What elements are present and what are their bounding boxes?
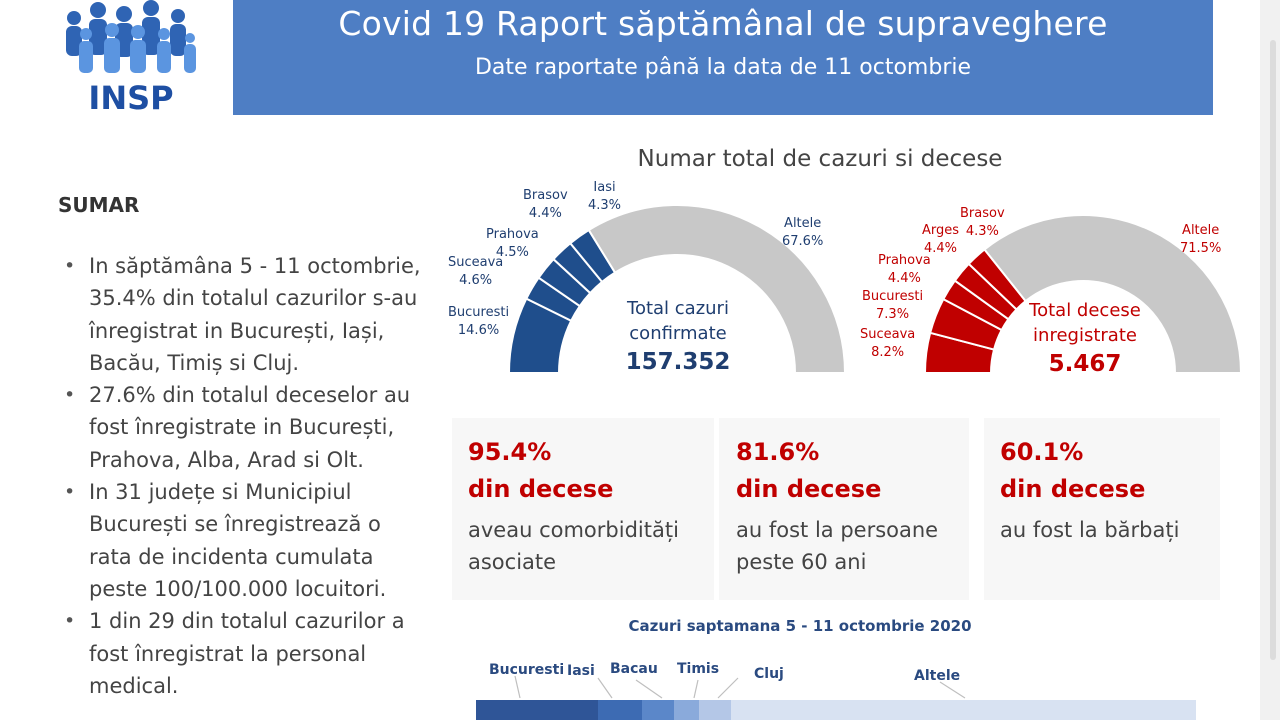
slice-label-suceava: Suceava 4.6% (448, 255, 504, 288)
total-deaths: Total decese inregistrate 5.467 (1020, 298, 1150, 377)
cases-gauge-chart: Bucuresti 14.6% Suceava 4.6% Prahova 4.5% B… (440, 170, 860, 385)
cases-gauge-svg (507, 204, 847, 374)
logo-text: INSP (88, 79, 173, 112)
total-cases-value: 157.352 (625, 349, 731, 375)
sumar-bullet: In săptămâna 5 - 11 octombrie, 35.4% din… (62, 250, 422, 379)
weekly-bar-labels: Bucuresti Iasi Bacau Timis Cluj Altele (440, 650, 1220, 720)
bar-segment-cluj (699, 700, 731, 720)
total-cases-label: Total cazuri confirmate (627, 298, 729, 344)
slice-label-altele: Altele 71.5% (1180, 223, 1222, 256)
stat-over-60: 81.6% din decese au fost la persoane pest… (719, 418, 969, 600)
bar-segment-iasi (598, 700, 642, 720)
bar-segment-bucuresti (476, 700, 599, 720)
bar-label-altele: Altele (914, 668, 961, 684)
scrollbar-thumb[interactable] (1270, 40, 1276, 660)
deaths-gauge-svg (923, 214, 1243, 374)
report-title: Covid 19 Raport săptămânal de supraveghe… (338, 4, 1108, 43)
weekly-chart-title: Cazuri saptamana 5 - 11 octombrie 2020 (628, 617, 972, 635)
slice-label-bucuresti: Bucuresti 7.3% (862, 289, 924, 322)
weekly-stacked-bar (476, 700, 1196, 720)
stat-percent: 95.4% din decese (468, 438, 614, 503)
slice-label-prahova: Prahova 4.5% (486, 227, 539, 260)
sumar-bullet: 1 din 29 din totalul cazurilor a fost în… (62, 605, 422, 702)
header-banner: Covid 19 Raport săptămânal de supraveghe… (233, 0, 1213, 115)
bar-label-timis: Timis (677, 661, 720, 677)
gauge-slice-altele (983, 214, 1243, 374)
bar-label-bacau: Bacau (610, 661, 658, 677)
bar-label-iasi: Iasi (567, 663, 595, 679)
bar-segment-bacau (641, 700, 674, 720)
slice-label-brasov: Brasov 4.4% (523, 188, 568, 221)
sumar-heading: SUMAR (58, 193, 140, 217)
insp-logo: INSP (56, 0, 206, 117)
sumar-list: In săptămâna 5 - 11 octombrie, 35.4% din… (62, 250, 422, 702)
slice-label-iasi: Iasi 4.3% (588, 180, 622, 213)
bar-segment-timis (674, 700, 700, 720)
vertical-scrollbar[interactable] (1260, 0, 1280, 720)
report-subtitle: Date raportate până la data de 11 octomb… (474, 55, 972, 80)
stat-comorbidities: 95.4% din decese aveau comorbidități asoc… (452, 418, 714, 600)
slice-label-altele: Altele 67.6% (782, 216, 824, 249)
total-deaths-value: 5.467 (1048, 351, 1122, 377)
stat-description: aveau comorbidități asociate (468, 518, 679, 574)
deaths-gauge-chart: Suceava 8.2% Bucuresti 7.3% Prahova 4.4% Ar… (858, 190, 1260, 390)
slice-label-prahova: Prahova 4.4% (878, 253, 931, 286)
stat-description: au fost la bărbați (1000, 518, 1180, 542)
stat-description: au fost la persoane peste 60 ani (736, 518, 939, 574)
slice-label-arges: Arges 4.4% (922, 223, 960, 256)
stat-percent: 60.1% din decese (1000, 438, 1146, 503)
bar-label-bucuresti: Bucuresti (489, 662, 565, 678)
bar-label-cluj: Cluj (754, 666, 784, 682)
charts-title: Numar total de cazuri si decese (637, 146, 1003, 172)
slice-label-suceava: Suceava 8.2% (860, 327, 916, 360)
stat-men: 60.1% din decese au fost la bărbați (984, 418, 1220, 600)
total-deaths-label: Total decese inregistrate (1029, 300, 1141, 346)
label-leader-lines (514, 675, 966, 699)
people-logo-icon: INSP (66, 0, 196, 117)
bar-segment-altele (730, 700, 1196, 720)
stat-percent: 81.6% din decese (736, 438, 882, 503)
total-cases: Total cazuri confirmate 157.352 (608, 296, 748, 375)
gauge-slice-altele (587, 204, 847, 374)
sumar-bullet: 27.6% din totalul deceselor au fost înre… (62, 379, 422, 476)
sumar-bullet: In 31 județe si Municipiul București se … (62, 476, 422, 605)
slice-label-brasov: Brasov 4.3% (960, 206, 1005, 239)
slice-label-bucuresti: Bucuresti 14.6% (448, 305, 510, 338)
